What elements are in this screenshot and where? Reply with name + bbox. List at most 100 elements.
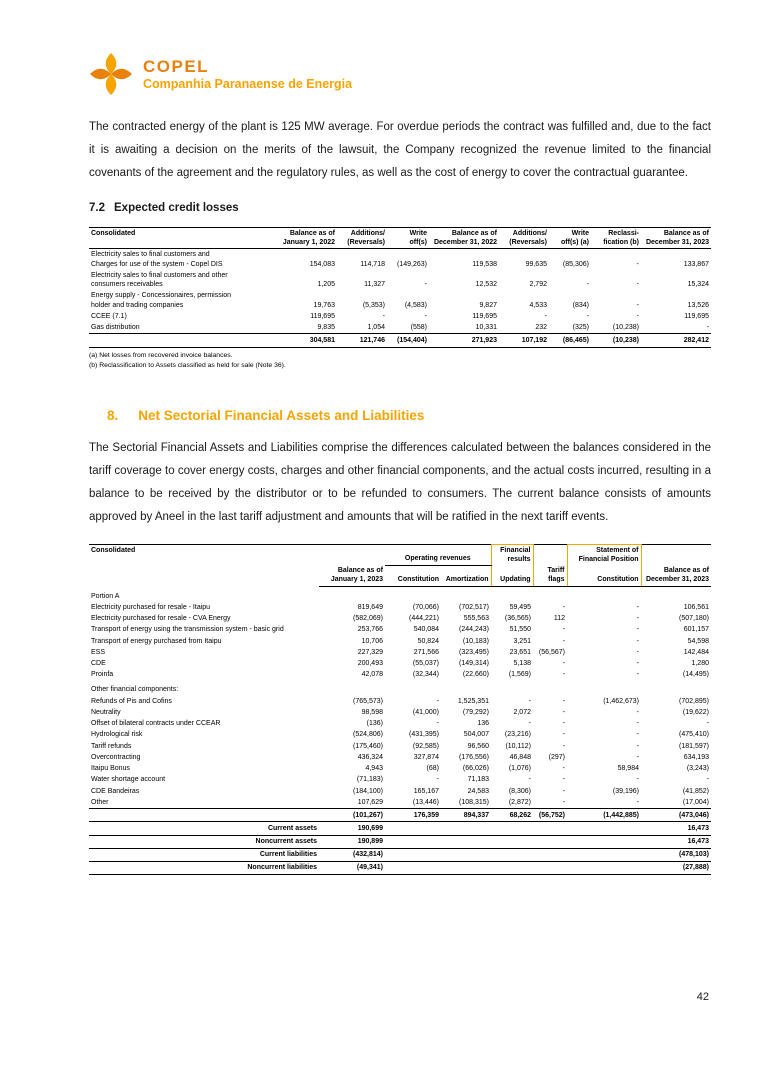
ecl-corner-label: Consolidated (89, 227, 275, 250)
cell-value: - (636, 776, 639, 784)
table-row: Overcontracting 436,324 327,874 (176,556) 46… (89, 752, 711, 763)
summary-value: (432,814) (319, 848, 385, 862)
row-label: Tariff refunds (91, 742, 132, 750)
table-row: Portion A (89, 586, 711, 602)
cell-value: 200,493 (357, 659, 383, 667)
cell-value: 4,533 (529, 301, 547, 309)
table-header-row: Balance as of January 1, 2023 Constituti… (89, 565, 711, 587)
cell-value: - (544, 312, 547, 320)
cell-value: (92,585) (412, 742, 439, 750)
cell-value: (149,263) (397, 260, 427, 268)
cell-value: 42,078 (361, 671, 383, 679)
total-value: 894,337 (441, 808, 491, 823)
total-value: (101,267) (319, 808, 385, 823)
table-row: CDE Bandeiras (184,100) 165,167 24,583 (8,30… (89, 786, 711, 797)
cell-value: (765,573) (353, 697, 383, 705)
cell-value: 119,695 (472, 312, 497, 320)
table-row: Neutrality 98,598 (41,000) (79,292) 2,072 - - (… (89, 707, 711, 718)
table-row: Other financial components: (89, 680, 711, 695)
row-label: Proinfa (91, 671, 114, 679)
cell-value: - (436, 697, 439, 705)
cell-value: - (436, 720, 439, 728)
cell-value: 634,193 (683, 753, 709, 761)
cell-value: - (586, 312, 589, 320)
table-row: Tariff refunds (175,460) (92,585) 96,560 (10… (89, 741, 711, 752)
cell-value: (108,315) (459, 798, 489, 806)
ecl-col-header: Balance as of December 31, 2023 (641, 227, 711, 250)
total-value: (1,442,885) (567, 808, 641, 823)
cell-value: (323,495) (459, 648, 489, 656)
page-content: COPEL Companhia Paranaense de Energia Th… (89, 0, 711, 876)
empty-header-cell (641, 544, 711, 565)
sectorial-table-body: Portion A Electricity purchased for resal… (89, 586, 711, 876)
cell-value: 46,848 (509, 753, 531, 761)
summary-value: 16,473 (641, 835, 711, 849)
cell-value: 9,827 (479, 301, 497, 309)
cell-value: - (436, 776, 439, 784)
summary-value: 190,699 (319, 821, 385, 836)
cell-value: - (562, 671, 565, 679)
updating-header: Updating (490, 565, 534, 587)
row-label: Gas distribution (91, 324, 140, 332)
empty-header-cell (533, 544, 567, 565)
cell-value: 59,495 (509, 603, 531, 611)
cell-value: (444,221) (409, 615, 439, 623)
cell-value: (71,183) (356, 776, 383, 784)
total-value: (473,046) (641, 808, 711, 823)
cell-value: (1,076) (508, 765, 531, 773)
summary-label: Current liabilities (89, 848, 319, 862)
table-header-row: Consolidated Balance as of January 1, 20… (89, 227, 711, 250)
ecl-col-header: Reclassi- fication (b) (591, 227, 641, 250)
cell-value: 5,138 (513, 659, 531, 667)
cell-value: 51,550 (509, 626, 531, 634)
footnote-a: (a) Net losses from recovered invoice ba… (89, 351, 233, 359)
summary-label: Current assets (89, 821, 319, 836)
spacer-cell (385, 848, 641, 862)
cell-value: 540,084 (413, 626, 439, 634)
cell-value: - (636, 626, 639, 634)
cell-value: - (562, 626, 565, 634)
cell-value: - (706, 324, 709, 332)
cell-value: 99,635 (525, 260, 547, 268)
table-row: ESS 227,329 271,566 (323,495) 23,651 (56,567)… (89, 647, 711, 658)
row-label: Water shortage account (91, 776, 166, 784)
cell-value: - (636, 615, 639, 623)
cell-value: - (706, 720, 709, 728)
cell-value: (13,446) (412, 798, 439, 806)
cell-value: (244,243) (459, 626, 489, 634)
summary-label: Noncurrent liabilities (89, 861, 319, 876)
total-value: (10,238) (591, 333, 641, 348)
financial-results-header: Financial results (490, 543, 534, 566)
cell-value: - (528, 776, 531, 784)
cell-value: - (636, 720, 639, 728)
total-value: 304,581 (275, 333, 337, 348)
expected-credit-losses-table: Consolidated Balance as of January 1, 20… (89, 227, 711, 348)
ecl-col-header: Write off(s) (a) (549, 227, 591, 250)
table-row: Water shortage account (71,183) - 71,183 - - -… (89, 774, 711, 785)
cell-value: 119,538 (472, 260, 497, 268)
cell-value: (297) (548, 753, 565, 761)
section-8-number: 8. (107, 407, 119, 423)
logo-name: COPEL (143, 57, 210, 77)
table-row: Noncurrent assets 190,899 16,473 (89, 835, 711, 849)
cell-value: - (586, 281, 589, 289)
ecl-col-header: Balance as of December 31, 2022 (429, 227, 499, 250)
row-label: CDE (91, 659, 106, 667)
cell-value: 1,280 (691, 659, 709, 667)
summary-value: (27,888) (641, 861, 711, 876)
cell-value: - (636, 281, 639, 289)
cell-value: 136 (477, 720, 489, 728)
cell-value: (136) (366, 720, 383, 728)
cell-value: - (528, 697, 531, 705)
row-label: Electricity purchased for resale - Itaip… (91, 603, 211, 611)
cell-value: - (562, 697, 565, 705)
cell-value: (23,216) (504, 731, 531, 739)
total-value: 271,923 (429, 333, 499, 348)
cell-value: (39,196) (612, 787, 639, 795)
cell-value: 9,835 (317, 324, 335, 332)
cell-value: 71,183 (467, 776, 489, 784)
cell-value: 253,766 (357, 626, 383, 634)
cell-value: 232 (535, 324, 547, 332)
ecl-col-header: Additions/ (Reversals) (499, 227, 549, 250)
cell-value: - (562, 720, 565, 728)
